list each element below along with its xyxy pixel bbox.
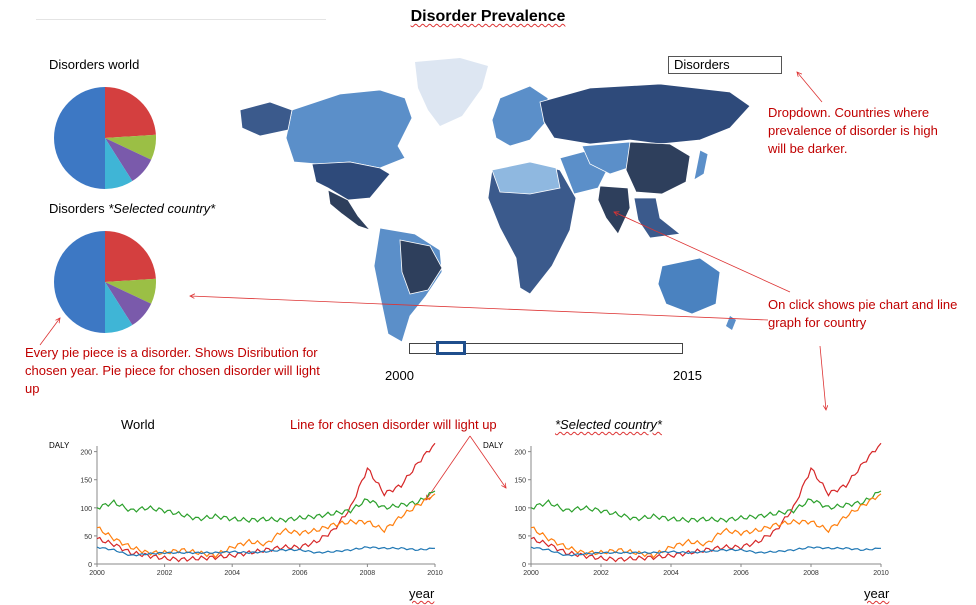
- country-x-axis-label: year: [864, 586, 890, 601]
- world-pie-slices[interactable]: [54, 87, 156, 189]
- pie-slice[interactable]: [105, 138, 152, 182]
- x-tick-label: 2000: [89, 570, 105, 577]
- x-tick-label: 2000: [523, 570, 539, 577]
- world-x-axis-label: year: [409, 586, 435, 601]
- series-line[interactable]: [96, 490, 436, 524]
- x-tick-label: 2010: [427, 570, 443, 577]
- x-tick-label: 2010: [873, 570, 889, 577]
- year-slider-handle[interactable]: [436, 341, 466, 355]
- map-region-mexico[interactable]: [327, 189, 372, 231]
- pie-slice[interactable]: [105, 282, 152, 326]
- y-axis-label: DALY: [483, 441, 504, 450]
- slider-start-label: 2000: [385, 368, 414, 383]
- series-line[interactable]: [96, 493, 436, 559]
- map-region-russia[interactable]: [539, 83, 750, 145]
- map-region-china[interactable]: [625, 141, 691, 195]
- series-line[interactable]: [530, 442, 882, 563]
- x-tick-label: 2008: [803, 570, 819, 577]
- world-line-title: World: [121, 417, 155, 432]
- map-region-central-asia[interactable]: [581, 141, 635, 175]
- map-region-alaska[interactable]: [239, 101, 293, 137]
- series-line[interactable]: [96, 546, 436, 557]
- y-tick-label: 50: [518, 534, 526, 541]
- map-region-greenland[interactable]: [415, 58, 488, 126]
- series-line[interactable]: [530, 490, 882, 524]
- x-tick-label: 2006: [292, 570, 308, 577]
- x-tick-label: 2004: [224, 570, 240, 577]
- pie-slice[interactable]: [105, 278, 156, 304]
- x-tick-label: 2002: [157, 570, 173, 577]
- country-pie-label-country: *Selected country*: [108, 201, 216, 216]
- dropdown-annotation: Dropdown. Countries where prevalence of …: [768, 105, 938, 156]
- country-pie-label-prefix: Disorders: [49, 201, 109, 216]
- series-line[interactable]: [530, 493, 882, 559]
- pie-annotation: Every pie piece is a disorder. Shows Dis…: [25, 345, 320, 396]
- pie-slice[interactable]: [105, 87, 156, 138]
- y-tick-label: 50: [84, 534, 92, 541]
- map-region-europe[interactable]: [491, 85, 549, 147]
- world-map[interactable]: [230, 58, 750, 358]
- pie-slice[interactable]: [105, 231, 156, 282]
- x-tick-label: 2002: [593, 570, 609, 577]
- map-region-north-africa[interactable]: [491, 161, 561, 195]
- pie-slice[interactable]: [54, 231, 105, 333]
- dropdown-arrow: [797, 72, 823, 103]
- y-tick-label: 0: [522, 562, 526, 569]
- world-line-chart: DALY 0 50 100 150 200 2000 2002 2004 2006 2008 2010: [49, 441, 443, 577]
- slider-end-label: 2015: [673, 368, 702, 383]
- pie-slice[interactable]: [105, 138, 133, 189]
- pie-slice[interactable]: [105, 134, 156, 160]
- click-annotation: On click shows pie chart and line graph …: [768, 297, 958, 330]
- map-region-brazil[interactable]: [399, 239, 443, 295]
- x-tick-label: 2004: [663, 570, 679, 577]
- y-tick-label: 100: [80, 506, 92, 513]
- pie-slice[interactable]: [105, 282, 133, 333]
- map-region-canada[interactable]: [285, 89, 413, 169]
- y-tick-label: 200: [80, 450, 92, 457]
- world-pie-chart: [54, 87, 156, 189]
- series-line[interactable]: [96, 442, 436, 563]
- disorder-dropdown[interactable]: Disorders: [668, 56, 782, 74]
- y-tick-label: 100: [514, 506, 526, 513]
- country-pie-slices[interactable]: [54, 231, 156, 333]
- country-arrow: [819, 345, 826, 410]
- pie-slice[interactable]: [54, 87, 105, 189]
- line-annotation: Line for chosen disorder will light up: [290, 417, 497, 432]
- country-line-title: *Selected country*: [555, 417, 662, 432]
- y-tick-label: 200: [514, 450, 526, 457]
- map-region-se-asia[interactable]: [633, 197, 681, 239]
- country-line-chart: DALY 0 50 100 150 200 2000 2002 2004 2006 2008 2010: [483, 441, 889, 577]
- y-axis-label: DALY: [49, 441, 70, 450]
- y-tick-label: 150: [514, 478, 526, 485]
- year-slider-track[interactable]: [409, 343, 683, 354]
- page-title: Disorder Prevalence: [410, 8, 566, 25]
- country-pie-label: Disorders *Selected country*: [49, 201, 215, 216]
- world-pie-label: Disorders world: [49, 57, 140, 72]
- series-line[interactable]: [530, 546, 882, 557]
- y-tick-label: 150: [80, 478, 92, 485]
- map-region-usa[interactable]: [311, 161, 391, 201]
- country-pie-chart: [54, 231, 156, 333]
- x-tick-label: 2008: [360, 570, 376, 577]
- top-divider: [36, 19, 326, 20]
- map-region-new-zealand[interactable]: [726, 316, 736, 330]
- x-tick-label: 2006: [733, 570, 749, 577]
- y-tick-label: 0: [88, 562, 92, 569]
- map-region-japan[interactable]: [693, 149, 709, 181]
- map-region-india[interactable]: [597, 185, 631, 235]
- map-region-australia[interactable]: [657, 257, 721, 315]
